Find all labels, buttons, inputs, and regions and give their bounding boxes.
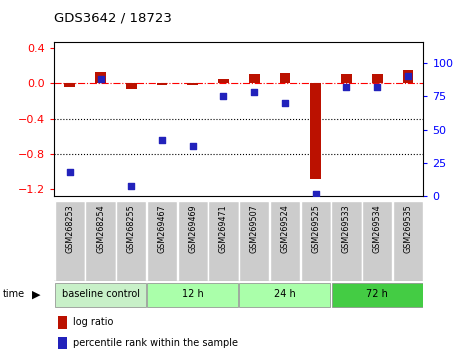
Point [219,93,227,99]
Bar [187,83,198,85]
Text: percentile rank within the sample: percentile rank within the sample [73,338,238,348]
Point [96,76,104,81]
FancyBboxPatch shape [55,201,85,281]
FancyBboxPatch shape [301,201,331,281]
Bar [218,79,229,83]
Point [251,89,258,95]
Text: GSM269533: GSM269533 [342,204,351,253]
FancyBboxPatch shape [209,201,238,281]
Text: GSM269507: GSM269507 [250,204,259,253]
Text: time: time [2,289,25,299]
FancyBboxPatch shape [147,201,177,281]
Text: GSM269524: GSM269524 [280,204,289,253]
Text: GSM269467: GSM269467 [158,204,166,253]
Text: GSM268253: GSM268253 [65,204,74,253]
FancyBboxPatch shape [393,201,423,281]
Bar [403,70,413,83]
Bar [126,83,137,89]
Text: GSM269469: GSM269469 [188,204,197,253]
Point [374,84,381,90]
Bar [95,72,106,83]
Point [158,137,166,143]
Point [189,143,197,148]
FancyBboxPatch shape [147,283,238,307]
FancyBboxPatch shape [86,201,115,281]
FancyBboxPatch shape [362,201,392,281]
Text: 72 h: 72 h [366,289,388,299]
Text: GSM269534: GSM269534 [373,204,382,253]
Bar [157,83,167,85]
Text: GDS3642 / 18723: GDS3642 / 18723 [54,12,172,25]
Point [281,100,289,105]
FancyBboxPatch shape [332,283,423,307]
Bar [310,83,321,179]
FancyBboxPatch shape [116,201,146,281]
Text: ▶: ▶ [32,289,41,299]
Point [312,191,320,196]
FancyBboxPatch shape [332,201,361,281]
Text: 24 h: 24 h [274,289,296,299]
Bar [341,74,352,83]
Text: GSM269471: GSM269471 [219,204,228,253]
Text: baseline control: baseline control [61,289,140,299]
Text: GSM269535: GSM269535 [403,204,412,253]
Point [66,170,74,175]
Point [128,183,135,189]
Text: log ratio: log ratio [73,317,113,327]
Bar [64,83,75,87]
Bar [58,337,67,349]
Text: GSM268254: GSM268254 [96,204,105,253]
FancyBboxPatch shape [55,283,146,307]
Text: GSM269525: GSM269525 [311,204,320,253]
Bar [280,73,290,83]
FancyBboxPatch shape [178,201,208,281]
Bar [58,316,67,329]
FancyBboxPatch shape [270,201,300,281]
Text: GSM268255: GSM268255 [127,204,136,253]
Text: 12 h: 12 h [182,289,203,299]
Bar [372,74,383,83]
Point [342,84,350,90]
FancyBboxPatch shape [239,201,269,281]
Bar [249,74,260,83]
FancyBboxPatch shape [239,283,331,307]
Point [404,73,412,79]
